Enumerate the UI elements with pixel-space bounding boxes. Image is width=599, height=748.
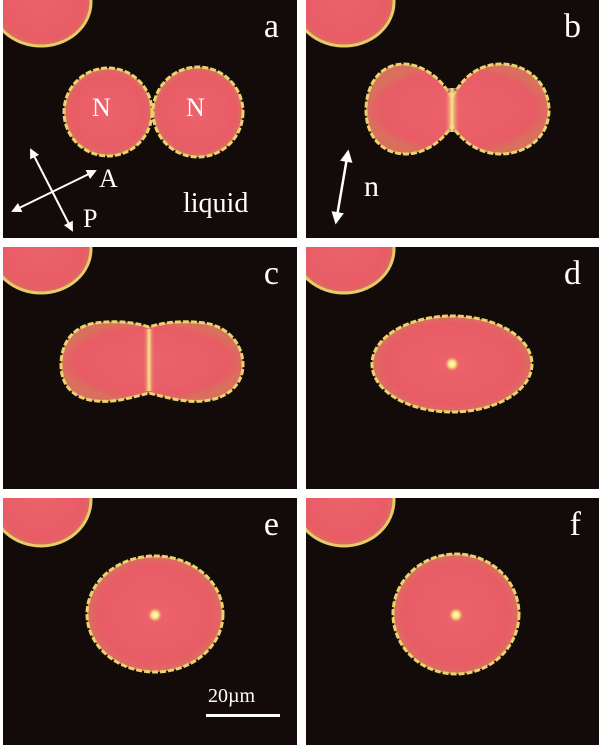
- analyzer-arrow: [11, 170, 97, 212]
- neighbor-droplet: [306, 498, 396, 548]
- point-defect: [444, 356, 460, 372]
- label-liquid: liquid: [183, 188, 249, 219]
- neighbor-droplet: [306, 247, 396, 295]
- panel-letter-f: f: [569, 506, 581, 543]
- point-defect: [448, 607, 464, 623]
- label-analyzer: A: [99, 164, 118, 193]
- scale-bar-label: 20µm: [208, 685, 256, 707]
- panel-e: e 20µm: [3, 498, 297, 745]
- micrograph-e: [3, 498, 225, 674]
- micrograph-a: [3, 0, 245, 232]
- panel-letter-e: e: [263, 506, 279, 543]
- panel-letter-d: d: [564, 255, 581, 292]
- micrograph-c: [3, 247, 245, 403]
- label-nematic-right: N: [186, 93, 205, 122]
- label-nematic-left: N: [92, 93, 111, 122]
- panel-c: c: [3, 247, 297, 489]
- panel-letter-a: a: [263, 8, 279, 45]
- label-polarizer: P: [83, 204, 98, 233]
- panel-d: d: [306, 247, 599, 489]
- micrograph-d: [306, 247, 534, 414]
- panel-a: a N N A P liquid: [3, 0, 297, 238]
- neck-wall: [444, 88, 460, 132]
- polarizer-arrow: [30, 148, 73, 232]
- neighbor-droplet: [3, 0, 93, 48]
- neighbor-droplet: [3, 247, 93, 295]
- panel-b: b n: [306, 0, 599, 238]
- droplet-right: [151, 65, 245, 159]
- micrograph-b: [306, 0, 551, 225]
- defect-wall: [143, 329, 155, 391]
- neighbor-droplet: [306, 0, 396, 48]
- panel-letter-b: b: [564, 8, 581, 45]
- director-arrow: [331, 149, 353, 225]
- panel-f: f: [306, 498, 599, 745]
- micrograph-f: [306, 498, 521, 676]
- label-director: n: [364, 170, 379, 203]
- scale-bar: [206, 714, 280, 717]
- point-defect: [147, 607, 163, 623]
- neighbor-droplet: [3, 498, 93, 548]
- panel-letter-c: c: [263, 255, 279, 292]
